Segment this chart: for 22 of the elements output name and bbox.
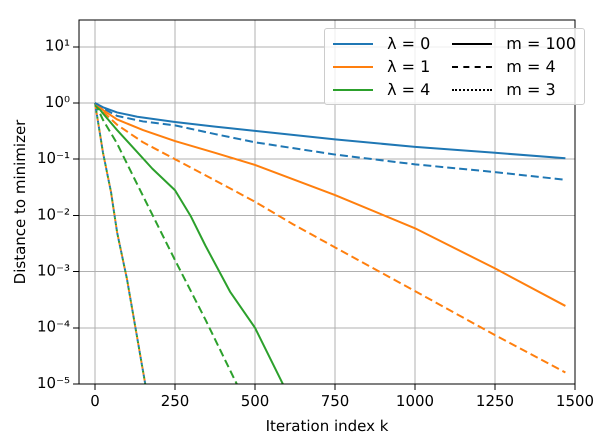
legend-label: m = 100	[506, 34, 576, 53]
x-tick-label: 1500	[556, 392, 594, 410]
x-tick-label: 250	[160, 392, 190, 410]
legend-label: m = 3	[506, 80, 556, 99]
x-axis-title: Iteration index k	[266, 416, 389, 435]
x-tick-label: 750	[320, 392, 350, 410]
legend-label: m = 4	[506, 57, 556, 76]
legend-label: λ = 1	[387, 57, 430, 76]
y-axis-title: Distance to minimizer	[10, 118, 29, 284]
legend-label: λ = 4	[387, 80, 430, 99]
y-tick-label: 10⁻³	[36, 261, 70, 280]
y-tick-label: 10¹	[44, 36, 70, 55]
x-tick-label: 0	[90, 392, 100, 410]
y-tick-label: 10⁰	[44, 92, 70, 111]
legend-label: λ = 0	[387, 34, 430, 53]
x-tick-label: 500	[240, 392, 270, 410]
y-tick-label: 10⁻⁴	[36, 318, 70, 336]
y-tick-label: 10⁻²	[36, 205, 70, 224]
y-tick-label: 10⁻⁵	[36, 374, 70, 392]
x-tick-label: 1000	[396, 392, 434, 410]
y-tick-label: 10⁻¹	[36, 149, 70, 168]
x-tick-label: 1250	[476, 392, 514, 410]
